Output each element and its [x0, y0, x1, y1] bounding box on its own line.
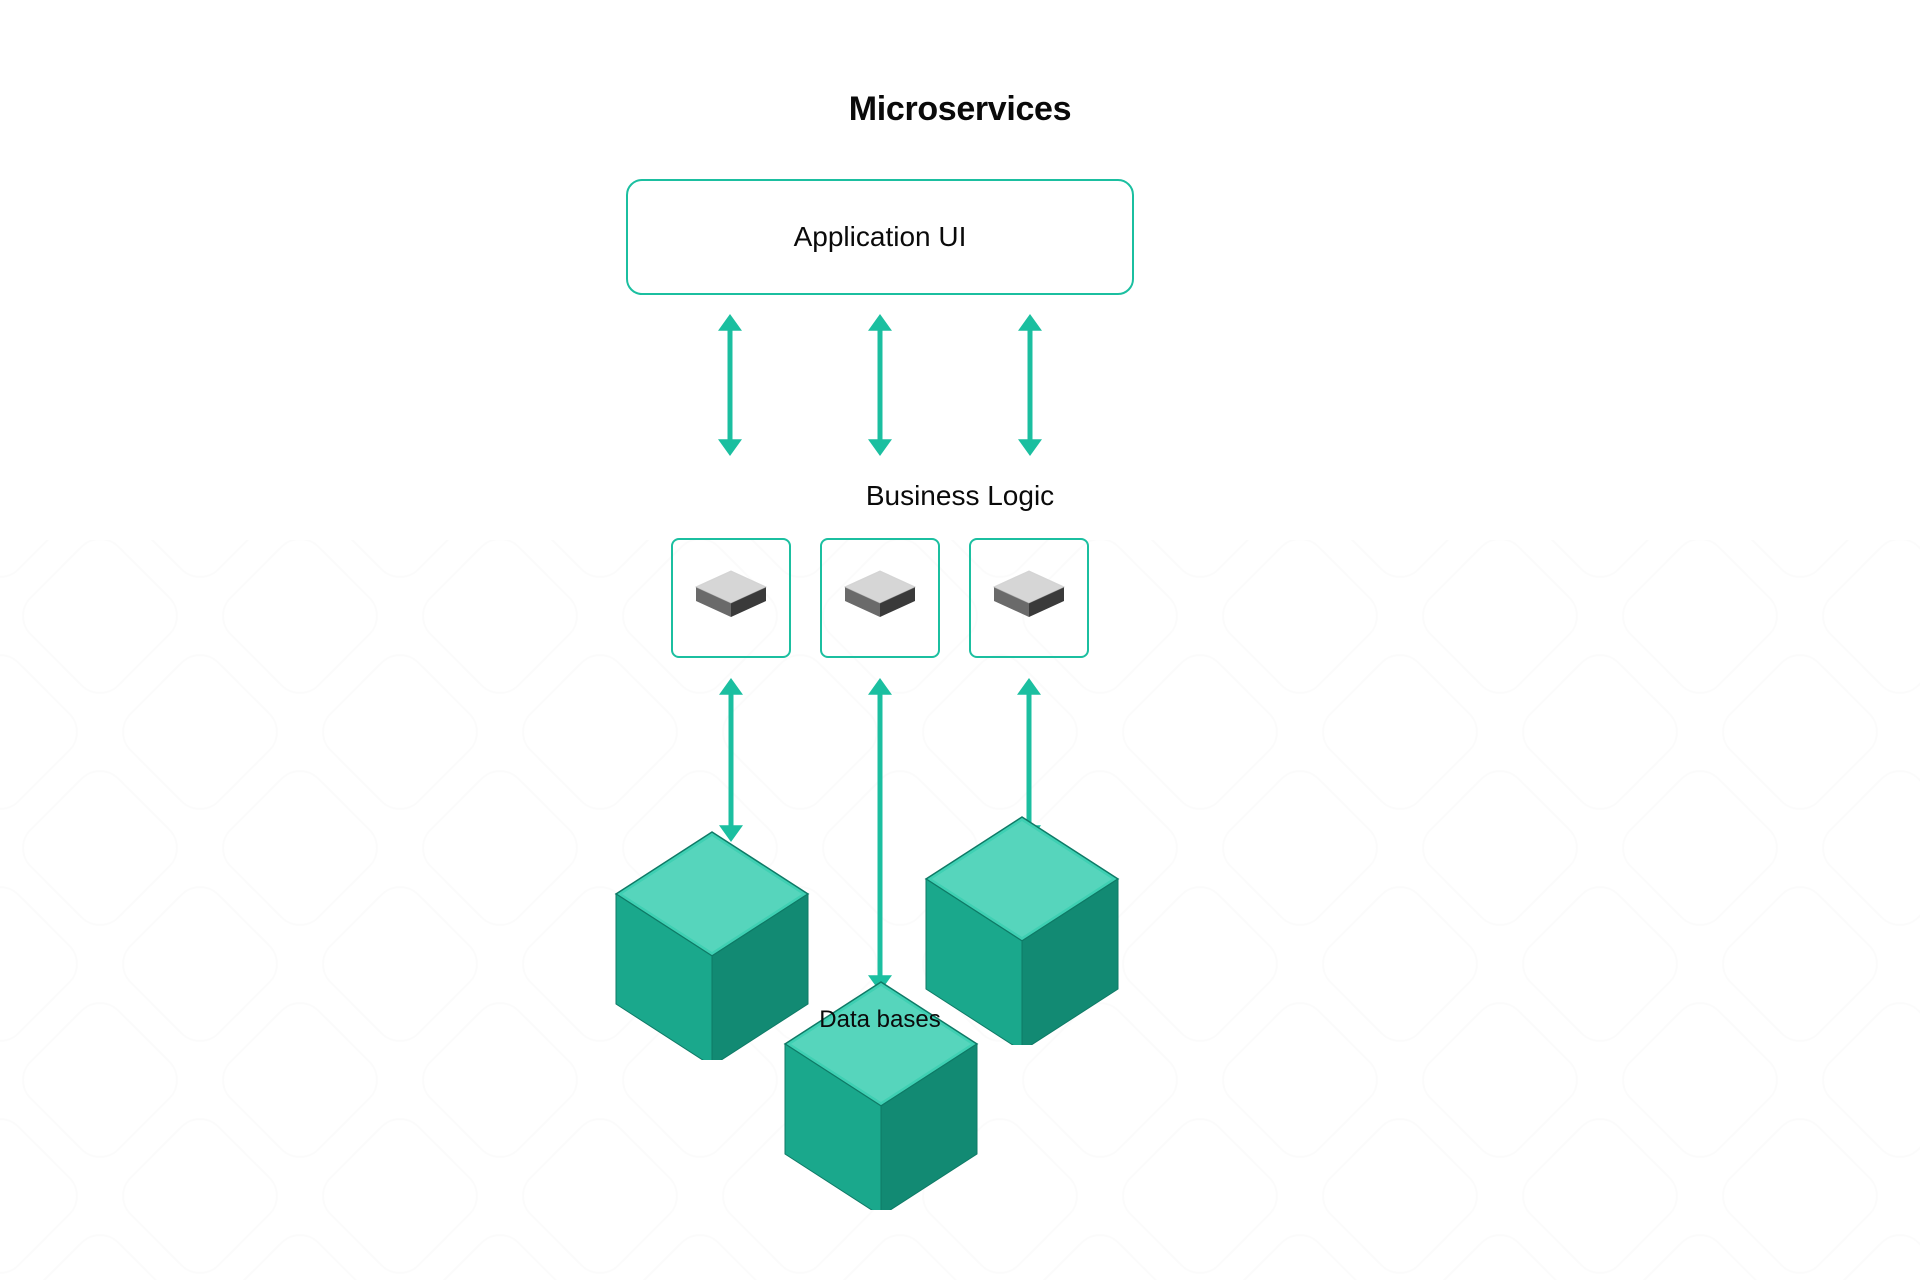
business-logic-label: Business Logic: [0, 480, 1920, 512]
logic-service-box: [820, 538, 940, 658]
diagram-root: Microservices Application UI Business Lo…: [0, 0, 1920, 1280]
logic-service-box: [671, 538, 791, 658]
arrows-ui-to-logic: [710, 312, 1050, 458]
application-ui-box: Application UI: [626, 179, 1134, 295]
chip-icon: [686, 561, 776, 636]
application-ui-label: Application UI: [794, 221, 967, 253]
logic-service-box: [969, 538, 1089, 658]
chip-icon: [835, 561, 925, 636]
chip-icon: [984, 561, 1074, 636]
diagram-title: Microservices: [0, 90, 1920, 129]
databases-label: Data bases: [810, 1006, 950, 1034]
